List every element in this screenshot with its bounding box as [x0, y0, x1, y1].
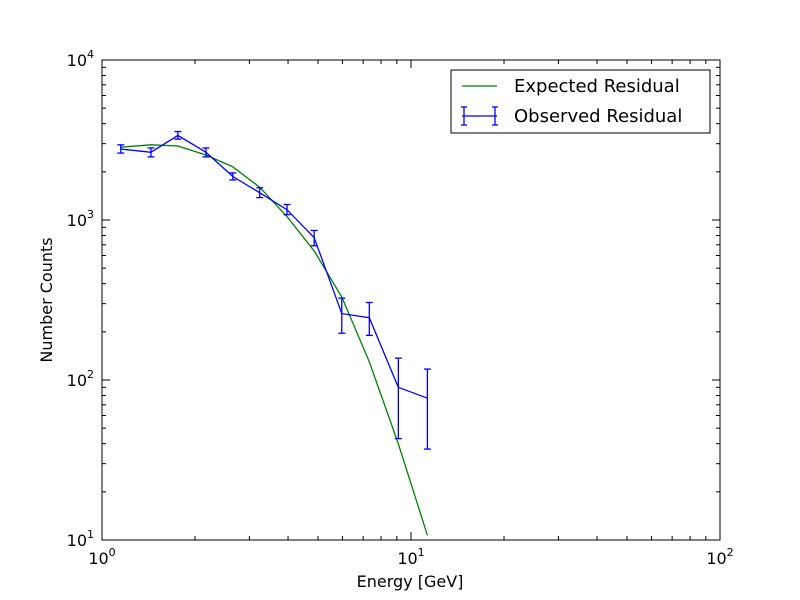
y-tick-label: 102 [67, 368, 94, 390]
error-bar [256, 187, 264, 199]
error-bar [394, 357, 402, 440]
x-tick-label: 101 [397, 546, 424, 568]
y-axis-label: Number Counts [37, 237, 56, 362]
y-tick-label: 103 [67, 208, 94, 230]
x-axis-label: Energy [GeV] [357, 572, 464, 591]
error-bar [365, 301, 373, 337]
expected-residual-line [120, 144, 429, 536]
legend-swatch-observed [461, 106, 498, 126]
legend: Expected Residual Observed Residual [450, 69, 711, 134]
error-bar [174, 130, 182, 140]
observed-residual-line [120, 134, 428, 399]
error-bar [338, 297, 346, 334]
error-bar [202, 147, 210, 158]
legend-label-observed: Observed Residual [514, 106, 682, 127]
error-bar [310, 229, 318, 247]
error-bar [147, 147, 155, 158]
y-tick-label: 104 [67, 48, 94, 70]
error-bar [229, 172, 237, 181]
error-bar [283, 203, 291, 216]
legend-label-expected: Expected Residual [514, 76, 680, 97]
error-bar [423, 368, 431, 450]
x-tick-label: 100 [88, 546, 115, 568]
series-layer [117, 130, 431, 536]
error-bar [117, 144, 125, 154]
x-tick-label: 102 [706, 546, 733, 568]
legend-box [450, 69, 711, 134]
y-tick-label: 101 [67, 528, 94, 550]
